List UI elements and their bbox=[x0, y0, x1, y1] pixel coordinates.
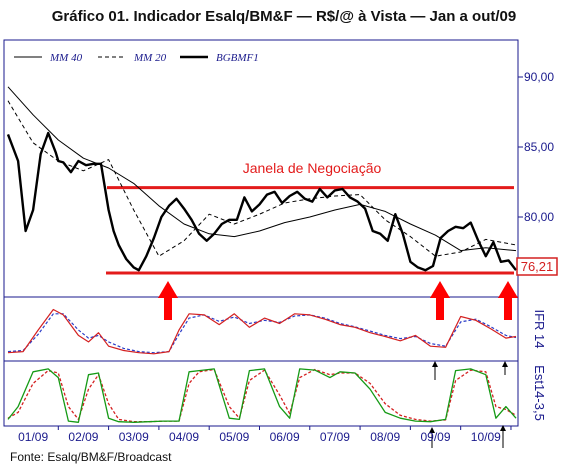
mm20-line bbox=[7, 100, 517, 257]
chart-title: Gráfico 01. Indicador Esalq/BM&F — R$/@ … bbox=[51, 8, 517, 25]
price-line bbox=[6, 131, 517, 272]
y-tick-label-2: 80,00 bbox=[524, 210, 554, 224]
series-layer bbox=[6, 86, 517, 423]
buy-arrow-3 bbox=[498, 281, 518, 320]
est-line bbox=[7, 368, 517, 423]
legend-price-label: BGBMF1 bbox=[216, 52, 259, 64]
mm40-line bbox=[7, 86, 517, 252]
ifr-side-label: IFR 14 bbox=[532, 309, 547, 348]
signal-arrows bbox=[429, 361, 508, 448]
negotiation-window bbox=[106, 186, 514, 275]
negotiation-window-label: Janela de Negociação bbox=[243, 160, 382, 176]
last-value-marker: 76,21 bbox=[516, 257, 558, 276]
source-note: Fonte: Esalq/BM&F/Broadcast bbox=[10, 450, 172, 464]
ifr-signal-line bbox=[7, 313, 517, 354]
est-side-label: Est14-3,5 bbox=[532, 365, 547, 421]
last-value-box bbox=[516, 257, 558, 276]
y-tick-label-0: 90,00 bbox=[524, 70, 554, 84]
x-tick-label-1: 02/09 bbox=[68, 430, 98, 444]
signal-arrow-ifr-2 bbox=[502, 361, 508, 375]
ifr-line bbox=[7, 308, 517, 355]
plot-frame bbox=[3, 39, 519, 427]
x-tick-label-2: 03/09 bbox=[119, 430, 149, 444]
x-tick-label-9: 10/09 bbox=[471, 430, 501, 444]
x-tick-label-5: 06/09 bbox=[270, 430, 300, 444]
buy-arrow-1 bbox=[158, 281, 178, 320]
legend: MM 40 MM 20 BGBMF1 bbox=[14, 52, 259, 64]
signal-arrow-est-1 bbox=[429, 427, 435, 448]
last-value-label: 76,21 bbox=[521, 259, 554, 274]
x-tick-label-4: 05/09 bbox=[219, 430, 249, 444]
x-tick-label-6: 07/09 bbox=[320, 430, 350, 444]
x-tick-label-3: 04/09 bbox=[169, 430, 199, 444]
buy-arrows bbox=[158, 281, 518, 320]
signal-arrow-ifr-1 bbox=[432, 361, 438, 380]
x-tick-label-8: 09/09 bbox=[421, 430, 451, 444]
legend-mm20-label: MM 20 bbox=[133, 52, 167, 64]
y-tick-label-1: 85,00 bbox=[524, 140, 554, 154]
x-tick-label-0: 01/09 bbox=[18, 430, 48, 444]
x-tick-label-7: 08/09 bbox=[370, 430, 400, 444]
x-axis: 01/09 02/09 03/09 04/09 05/09 06/09 07/09 08/09… bbox=[18, 426, 512, 444]
y-axis: 90,00 85,00 80,00 bbox=[518, 70, 554, 224]
buy-arrow-2 bbox=[430, 281, 450, 320]
legend-mm40-label: MM 40 bbox=[49, 52, 83, 64]
signal-arrow-est-2 bbox=[500, 425, 506, 448]
